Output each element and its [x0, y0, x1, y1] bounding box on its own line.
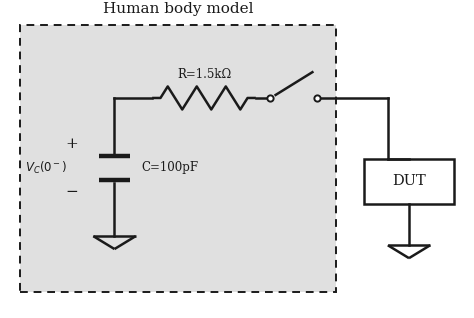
Text: C=100pF: C=100pF: [142, 161, 199, 174]
Text: +: +: [66, 136, 79, 150]
Text: DUT: DUT: [392, 175, 426, 189]
Text: Human body model: Human body model: [103, 2, 253, 16]
FancyBboxPatch shape: [364, 159, 454, 204]
FancyBboxPatch shape: [20, 25, 336, 292]
Text: $V_C(0^-)$: $V_C(0^-)$: [25, 160, 67, 176]
Text: R=1.5kΩ: R=1.5kΩ: [177, 68, 231, 81]
Text: −: −: [66, 185, 79, 199]
